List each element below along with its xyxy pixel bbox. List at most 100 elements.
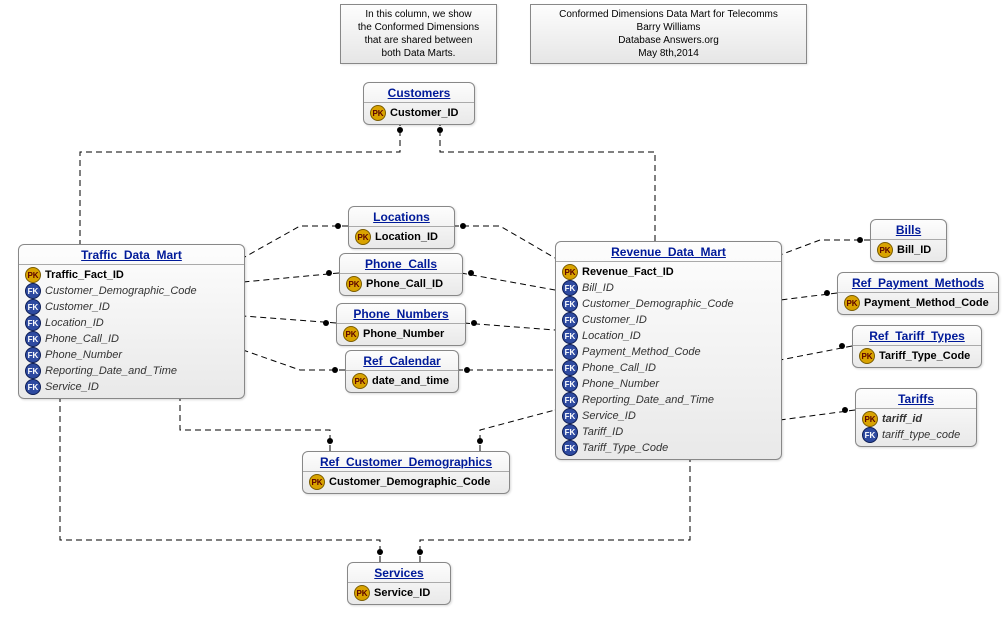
attr-row: PK Customer_ID (368, 105, 470, 121)
entity-phone_numbers: Phone_Numbers PK Phone_Number (336, 303, 466, 346)
entity-bills: BillsPKBill_ID (870, 219, 947, 262)
entity-body: PKTraffic_Fact_IDFKCustomer_Demographic_… (19, 264, 244, 398)
attr-row: FKPhone_Number (23, 347, 240, 363)
entity-body: PK Phone_Call_ID (340, 273, 462, 295)
attr-row: PKLocation_ID (353, 229, 450, 245)
attr-name: Customer_ID (582, 313, 647, 328)
attr-row: FKCustomer_ID (560, 312, 777, 328)
attr-row: FK Reporting_Date_and_Time (23, 363, 240, 379)
attr-name: Location_ID (45, 316, 104, 331)
attr-name: Service_ID (374, 586, 430, 601)
attr-name: date_and_time (372, 374, 449, 389)
pk-key-icon: PK (355, 229, 371, 245)
entity-body: PKTariff_Type_Code (853, 345, 981, 367)
entity-title: Customers (364, 83, 474, 102)
attr-name: Payment_Method_Code (582, 345, 701, 360)
attr-row: FK Phone_Call_ID (23, 331, 240, 347)
attr-name: Revenue_Fact_ID (582, 265, 674, 280)
entity-traffic: Traffic_Data_MartPKTraffic_Fact_IDFKCust… (18, 244, 245, 399)
attr-name: Customer_Demographic_Code (45, 284, 197, 299)
fk-key-icon: FK (25, 283, 41, 299)
fk-key-icon: FK (562, 328, 578, 344)
attr-row: FK Customer_Demographic_Code (23, 283, 240, 299)
entity-title: Traffic_Data_Mart (19, 245, 244, 264)
fk-key-icon: FK (562, 280, 578, 296)
fk-key-icon: FK (562, 424, 578, 440)
pk-key-icon: PK (346, 276, 362, 292)
fk-key-icon: FK (862, 427, 878, 443)
attr-row: FK Location_ID (560, 328, 777, 344)
entity-phone_calls: Phone_Calls PK Phone_Call_ID (339, 253, 463, 296)
entity-locations: Locations PKLocation_ID (348, 206, 455, 249)
attr-row: FKCustomer_Demographic_Code (560, 296, 777, 312)
attr-row: FKTariff_Type_Code (560, 440, 777, 456)
header-line: May 8th,2014 (537, 47, 800, 60)
pk-key-icon: PK (343, 326, 359, 342)
attr-row: FKService_ID (23, 379, 240, 395)
attr-row: PK Phone_Number (341, 326, 461, 342)
fk-key-icon: FK (25, 363, 41, 379)
attr-name: tariff_type_code (882, 428, 960, 443)
info-note-line: both Data Marts. (347, 47, 490, 60)
entity-body: PK Customer_ID (364, 102, 474, 124)
entity-title: Ref_Customer_Demographics (303, 452, 509, 471)
attr-name: Reporting_Date_and_Time (582, 393, 714, 408)
attr-row: FKPhone_Number (560, 376, 777, 392)
attr-name: Phone_Number (363, 327, 444, 342)
info-note-line: the Conformed Dimensions (347, 21, 490, 34)
pk-key-icon: PK (352, 373, 368, 389)
entity-title: Tariffs (856, 389, 976, 408)
entity-body: PKLocation_ID (349, 226, 454, 248)
attr-row: PK Phone_Call_ID (344, 276, 458, 292)
pk-key-icon: PK (370, 105, 386, 121)
fk-key-icon: FK (562, 296, 578, 312)
pk-key-icon: PK (859, 348, 875, 364)
pk-key-icon: PK (862, 411, 878, 427)
header-title-box: Conformed Dimensions Data Mart for Telec… (530, 4, 807, 64)
attr-row: PKBill_ID (875, 242, 942, 258)
attr-name: Customer_ID (390, 106, 458, 121)
attr-row: FKService_ID (560, 408, 777, 424)
entity-ref_calendar: Ref_CalendarPKdate_and_time (345, 350, 459, 393)
pk-key-icon: PK (844, 295, 860, 311)
attr-row: PKPayment_Method_Code (842, 295, 994, 311)
entity-body: PKRevenue_Fact_IDFKBill_IDFKCustomer_Dem… (556, 261, 781, 459)
attr-name: Phone_Number (45, 348, 122, 363)
attr-name: Tariff_ID (582, 425, 623, 440)
entity-body: PK Phone_Number (337, 323, 465, 345)
attr-row: FKPhone_Call_ID (560, 360, 777, 376)
fk-key-icon: FK (562, 440, 578, 456)
header-line: Conformed Dimensions Data Mart for Telec… (537, 8, 800, 21)
pk-key-icon: PK (877, 242, 893, 258)
fk-key-icon: FK (25, 315, 41, 331)
attr-row: PKRevenue_Fact_ID (560, 264, 777, 280)
attr-name: Reporting_Date_and_Time (45, 364, 177, 379)
attr-name: Location_ID (582, 329, 641, 344)
attr-row: FK Location_ID (23, 315, 240, 331)
attr-name: Bill_ID (582, 281, 614, 296)
pk-key-icon: PK (354, 585, 370, 601)
entity-title: Phone_Numbers (337, 304, 465, 323)
attr-row: PKtariff_id (860, 411, 972, 427)
fk-key-icon: FK (25, 331, 41, 347)
entity-body: PK date_and_time (346, 370, 458, 392)
entity-title: Ref_Payment_Methods (838, 273, 998, 292)
entity-ref_demo: Ref_Customer_DemographicsPKCustomer_Demo… (302, 451, 510, 494)
attr-name: Phone_Call_ID (45, 332, 119, 347)
attr-row: FKCustomer_ID (23, 299, 240, 315)
fk-key-icon: FK (562, 392, 578, 408)
entity-title: Phone_Calls (340, 254, 462, 273)
attr-name: Phone_Call_ID (366, 277, 443, 292)
entity-body: PKtariff_idFK tariff_type_code (856, 408, 976, 446)
attr-name: Traffic_Fact_ID (45, 268, 124, 283)
entity-title: Ref_Tariff_Types (853, 326, 981, 345)
entity-ref_payment: Ref_Payment_Methods PKPayment_Method_Code (837, 272, 999, 315)
attr-row: FK Bill_ID (560, 280, 777, 296)
entity-body: PKPayment_Method_Code (838, 292, 998, 314)
attr-row: PKTariff_Type_Code (857, 348, 977, 364)
entity-services: ServicesPKService_ID (347, 562, 451, 605)
fk-key-icon: FK (25, 379, 41, 395)
fk-key-icon: FK (562, 376, 578, 392)
entity-title: Locations (349, 207, 454, 226)
fk-key-icon: FK (562, 360, 578, 376)
